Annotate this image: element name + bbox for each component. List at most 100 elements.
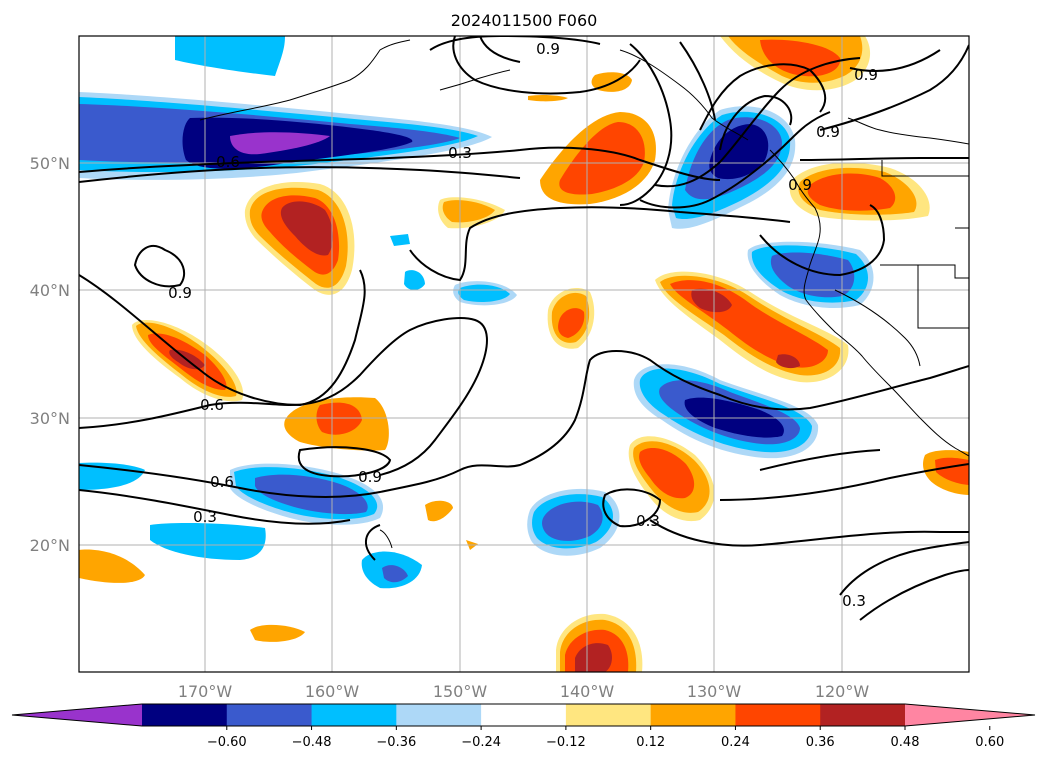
lon-label-160w: 160°W [305,682,360,701]
positive-anomaly-130w-38n [655,271,849,383]
contour-line [133,245,186,288]
contour-line [639,111,831,209]
coastline-canada-interior [847,117,969,145]
colorbar-segment [820,704,906,726]
positive-anomaly-135w-25n [628,436,715,522]
lat-label-50n: 50°N [30,154,70,173]
lat-label-40n: 40°N [30,281,70,300]
contour-line [759,449,881,471]
coastline-california-interior [834,289,921,367]
border-state-line-south [917,265,969,329]
contour-line [819,44,969,131]
small-anomaly-patches [390,197,517,306]
coastline-aleutian-east [439,69,511,91]
contour-label: 0.3 [842,592,866,610]
lon-label-130w: 130°W [687,682,742,701]
border-canada-us [881,160,969,177]
negative-anomaly-pacific-northwest [668,106,796,229]
negative-anomaly-140w-23n [527,488,620,556]
contour-label: 0.9 [816,123,840,141]
positive-anomaly-gulf-alaska [720,36,871,91]
contour-line [79,489,351,525]
contour-line [799,157,969,161]
colorbar-segment [650,704,736,726]
contour-label: 0.3 [448,144,472,162]
lon-label-140w: 140°W [560,682,615,701]
colorbar: −0.60 −0.48 −0.36 −0.24 −0.12 0.12 0.24 0.36 0.4… [11,703,1036,750]
contour-line [365,524,381,561]
contour-line [409,206,791,282]
lon-label-150w: 150°W [433,682,488,701]
contour-label-group: 0.9 0.9 0.9 0.9 0.3 0.6 0.9 0.6 0.9 0.6 … [168,40,878,610]
lat-label-20n: 20°N [30,536,70,555]
contour-line [79,166,521,183]
colorbar-segment [565,704,652,726]
map-frame [78,35,970,673]
contour-label: 0.9 [536,40,560,58]
colorbar-tick-label: 0.60 [975,735,1004,750]
colorbar-outline [11,703,1036,727]
contour-label: 0.3 [636,512,660,530]
contour-label: 0.6 [200,396,224,414]
coastline-hawaii [379,529,393,549]
contour-label: 0.9 [854,66,878,84]
coastlines [199,39,969,549]
colorbar-segment [311,704,397,726]
coastline-north-america-west [769,149,969,457]
figure-title: 2024011500 F060 [451,11,598,30]
contour-line [479,36,521,63]
contour-label: 0.9 [168,284,192,302]
colorbar-tick-label: −0.24 [461,735,501,750]
colorbar-extend-min [12,704,142,726]
colorbar-segment [481,704,567,726]
negative-anomaly-162w-25n [230,463,384,525]
contour-line [859,569,969,621]
contour-line [602,488,662,528]
positive-anomaly-oregon-coast [789,162,930,221]
colorbar-tick-label: 0.12 [636,735,665,750]
contour-line [759,204,886,277]
positive-anomaly-140w-13n [556,613,643,672]
positive-anomaly-162w-45n [244,181,355,295]
lon-label-170w: 170°W [178,682,233,701]
contour-label: 0.9 [358,468,382,486]
border-state-line-east [955,227,969,278]
contour-line [839,541,969,596]
map-panel: 0.9 0.9 0.9 0.9 0.3 0.6 0.9 0.6 0.9 0.6 … [79,36,969,672]
colorbar-tick-label: −0.60 [207,735,247,750]
contour-line [79,350,969,498]
latitude-labels: 50°N 40°N 30°N 20°N [30,154,70,555]
colorbar-segment [735,704,821,726]
colorbar-extend-max [905,704,1035,726]
contour-line [719,94,793,151]
contour-label: 0.9 [788,176,812,194]
contour-line [719,463,969,501]
colorbar-tick-label: 0.48 [891,735,920,750]
colorbar-tick-label: −0.12 [546,735,586,750]
contour-line [654,57,861,188]
contour-line [849,49,941,72]
contour-line [649,519,969,547]
colorbar-segment [396,704,482,726]
contour-line [699,63,827,131]
colorbar-tick-label: 0.36 [806,735,835,750]
contour-line [79,146,721,181]
contour-line [619,41,716,206]
colorbar-tick-label: 0.24 [721,735,750,750]
negative-anomaly-130w-30n [633,364,819,459]
contour-line [297,446,392,478]
longitude-labels: 170°W 160°W 150°W 140°W 130°W 120°W [178,682,870,701]
colorbar-tick-label: −0.36 [376,735,416,750]
negative-anomaly-top-left [175,36,285,76]
positive-anomaly-142w-38n [547,288,595,349]
contour-line [79,317,488,476]
colorbar-segment [226,704,313,726]
positive-anomaly-160w-30n [284,397,389,451]
lat-label-30n: 30°N [30,409,70,428]
contour-line [452,36,641,95]
colorbar-segment [142,704,228,726]
contour-label: 0.6 [210,473,234,491]
colorbar-tick-label: −0.48 [292,735,332,750]
contour-label: 0.6 [216,153,240,171]
